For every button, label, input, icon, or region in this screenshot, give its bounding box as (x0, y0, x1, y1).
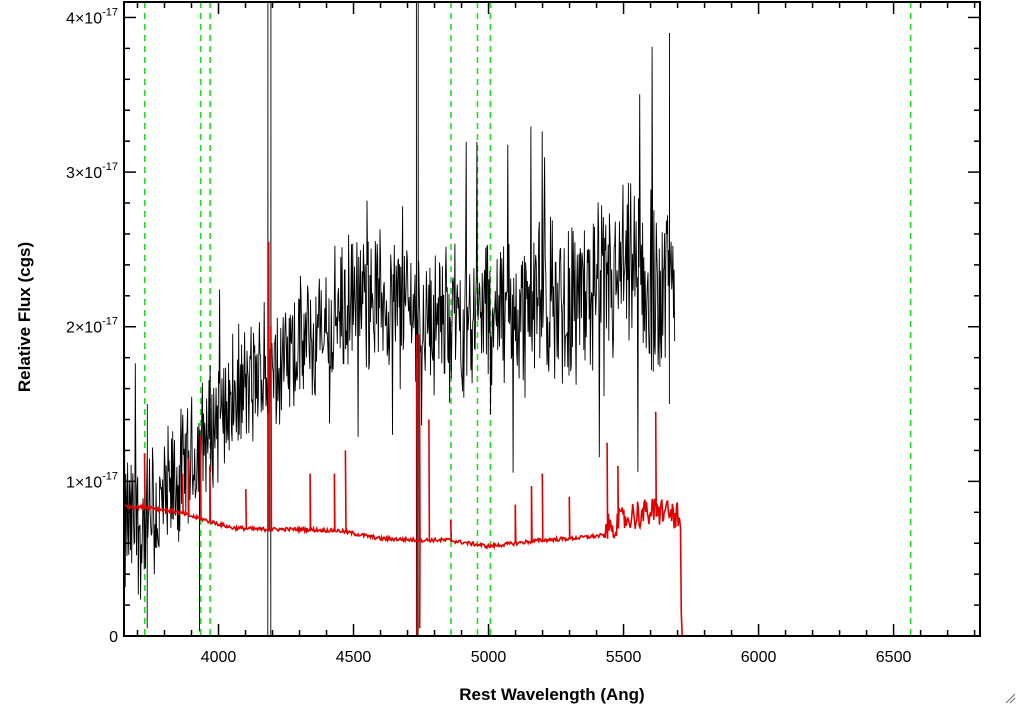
x-tick-label: 6500 (876, 649, 912, 666)
y-tick-label: 3×10-17 (66, 161, 118, 182)
series-layer (123, 1, 980, 637)
resize-grip-icon[interactable] (1004, 692, 1016, 704)
y-tick-label: 2×10-17 (66, 316, 118, 337)
model-spectrum-line (123, 241, 980, 637)
observed-spectrum-line (123, 1, 676, 637)
y-tick-label: 4×10-17 (66, 6, 118, 27)
y-tick-label: 1×10-17 (66, 470, 118, 491)
x-tick-label: 4000 (201, 649, 237, 666)
axis-ticks (124, 2, 980, 637)
x-tick-label: 5500 (606, 649, 642, 666)
plot-frame (123, 1, 981, 637)
tick-labels: 4000 4500 5000 5500 6000 6500 0 1×10-17 2×10-17 3… (66, 6, 911, 666)
x-axis-title: Rest Wavelength (Ang) (459, 685, 644, 704)
x-tick-label: 6000 (741, 649, 777, 666)
x-tick-label: 5000 (471, 649, 507, 666)
y-tick-label: 0 (109, 629, 118, 646)
x-tick-label: 4500 (336, 649, 372, 666)
y-axis-title: Relative Flux (cgs) (15, 242, 34, 392)
